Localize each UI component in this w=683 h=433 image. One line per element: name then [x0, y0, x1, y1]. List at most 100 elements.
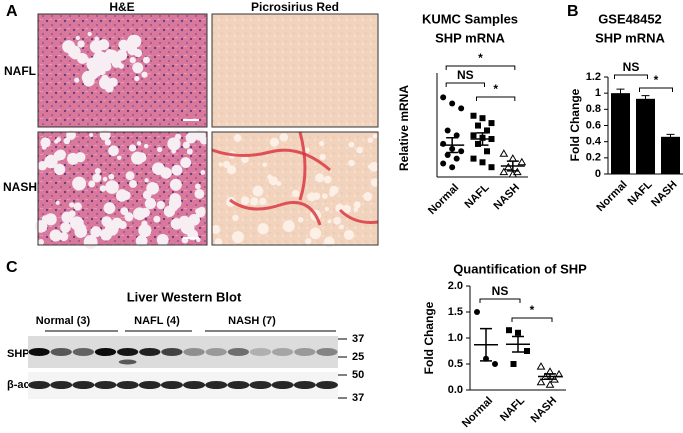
x-tick-label: Normal [426, 182, 461, 217]
vacuole [136, 141, 142, 146]
vacuole [61, 211, 73, 224]
significance-label: NS [623, 60, 640, 74]
vacuole [323, 236, 335, 248]
vacuole [56, 137, 61, 142]
shp-band [272, 348, 294, 356]
actin-band [160, 381, 183, 389]
vacuole [41, 215, 50, 223]
chart-title: SHP mRNA [435, 30, 505, 45]
significance-label: NS [457, 68, 474, 82]
point [449, 100, 456, 107]
vacuole [111, 217, 123, 229]
vacuole [90, 64, 103, 77]
vacuole [102, 176, 108, 182]
x-tick-label: NAFL [462, 181, 491, 210]
significance-bracket [476, 96, 516, 101]
vacuole [227, 165, 237, 175]
vacuole [157, 146, 163, 153]
vacuole [333, 216, 342, 225]
vacuole [348, 141, 355, 148]
vacuole [133, 49, 143, 58]
actin-band [205, 381, 228, 389]
vacuole [69, 202, 75, 208]
mw-marker: 37 [352, 333, 364, 345]
vacuole [297, 217, 304, 223]
significance-label: * [478, 51, 483, 65]
vacuole [101, 61, 112, 72]
vacuole [59, 232, 69, 242]
stain-label: Picrosirius Red [251, 0, 339, 14]
vacuole [37, 238, 45, 246]
point [488, 120, 495, 127]
point [536, 377, 546, 386]
chart: GSE48452 SHP mRNA Fold Change 0 0.2 0.4 0.6 0.8… [568, 11, 683, 214]
vacuole [182, 141, 190, 149]
point [508, 154, 518, 162]
vacuole [94, 36, 99, 42]
vacuole [279, 133, 289, 142]
shp-band [50, 348, 72, 356]
point [484, 148, 490, 155]
vacuole [128, 144, 137, 152]
x-tick-label: NASH [529, 395, 560, 426]
point [479, 159, 486, 166]
point [475, 122, 481, 129]
point [488, 164, 495, 171]
shp-band [118, 359, 137, 365]
x-tick-label: NASH [649, 179, 680, 210]
vacuole [367, 137, 374, 143]
vacuole [269, 137, 279, 147]
shp-band [205, 348, 227, 356]
vacuole [323, 175, 332, 184]
vacuole [125, 171, 135, 181]
vacuole [92, 173, 102, 183]
vacuole [153, 215, 161, 223]
vacuole [104, 49, 119, 64]
actin-band [28, 381, 51, 389]
histology-image [211, 13, 379, 128]
vacuole [211, 224, 221, 235]
point [449, 164, 456, 171]
vacuole [73, 48, 81, 55]
vacuole [363, 192, 373, 202]
vacuole [140, 207, 151, 218]
y-tick-label: 0 [595, 168, 601, 180]
point [440, 160, 447, 167]
y-axis-label: Fold Change [422, 301, 436, 374]
vacuole [222, 160, 231, 169]
point [536, 362, 546, 370]
vacuole [348, 159, 355, 167]
chart-title: Quantification of SHP [453, 261, 587, 276]
actin-band [271, 381, 294, 389]
x-tick-label: Normal [594, 179, 629, 214]
condition-label: NAFL [4, 64, 36, 78]
vacuole [170, 218, 183, 230]
bar [661, 136, 680, 174]
point [453, 155, 460, 162]
actin-band [249, 381, 272, 389]
point [470, 155, 477, 162]
mw-marker: 37 [352, 392, 364, 404]
vacuole [194, 188, 205, 199]
condition-label: NASH [3, 180, 37, 194]
point [444, 127, 451, 134]
point [515, 329, 521, 336]
x-tick-label: Normal [460, 395, 495, 430]
vacuole [117, 155, 122, 160]
vacuole [55, 200, 60, 205]
significance-label: * [654, 73, 659, 87]
sem-bar [446, 137, 459, 154]
vacuole [156, 200, 165, 210]
vacuole [60, 222, 71, 233]
vacuole [353, 201, 361, 209]
actin-band [227, 381, 250, 389]
point [475, 140, 481, 147]
point [492, 361, 498, 367]
vacuole [77, 40, 85, 48]
actin-band [72, 381, 95, 389]
vacuole [171, 149, 176, 154]
mw-marker: 25 [352, 351, 364, 363]
protein-label: SHP [7, 348, 30, 360]
vacuole [136, 152, 147, 163]
actin-band [50, 381, 73, 389]
